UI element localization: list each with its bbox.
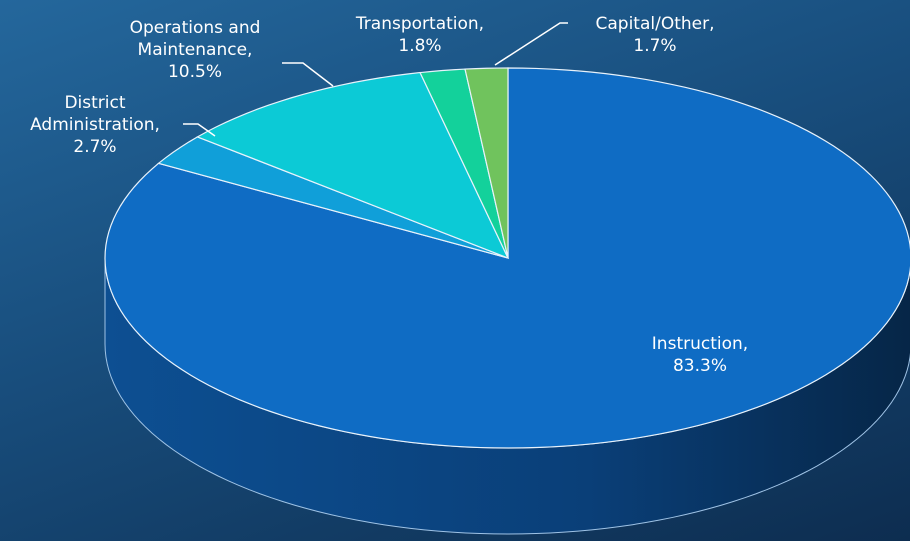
value-label: 2.7% (73, 137, 117, 157)
leader-line (494, 22, 568, 66)
category-label: Operations and Maintenance, (129, 18, 261, 60)
data-label: District Administration, 2.7% (0, 92, 190, 158)
category-label: District Administration, (30, 93, 160, 135)
data-label: Operations and Maintenance, 10.5% (95, 17, 295, 83)
pie-slice (464, 67, 509, 259)
data-label: Instruction, 83.3% (600, 333, 800, 377)
value-label: 83.3% (672, 356, 727, 376)
pie-slice (196, 71, 510, 260)
leader-line (183, 123, 216, 137)
data-label: Transportation, 1.8% (340, 13, 500, 57)
value-label: 10.5% (167, 62, 222, 82)
category-label: Instruction, (651, 334, 749, 354)
pie-slice (157, 136, 509, 259)
value-label: 1.7% (633, 36, 677, 56)
category-label: Capital/Other, (595, 14, 715, 34)
leader-line (282, 62, 334, 87)
value-label: 1.8% (398, 36, 442, 56)
category-label: Transportation, (355, 14, 485, 34)
leader-lines (183, 22, 568, 137)
data-label: Capital/Other, 1.7% (565, 13, 745, 57)
